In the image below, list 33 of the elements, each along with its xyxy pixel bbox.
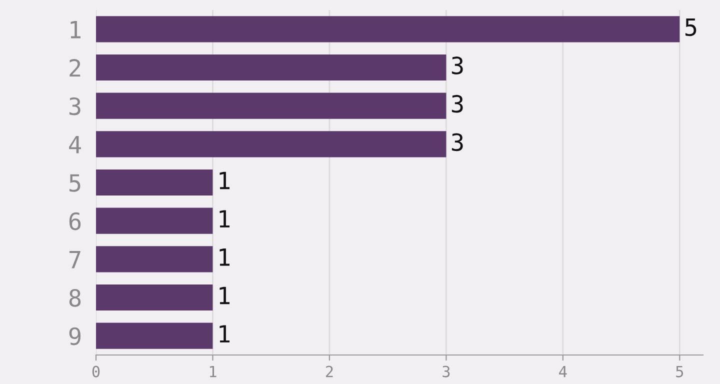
y-tick-label: 2 — [70, 59, 80, 77]
x-tick-label: 0 — [92, 366, 100, 378]
y-tick-label: 1 — [70, 20, 81, 38]
y-tick-label: 6 — [69, 212, 81, 230]
y-tick-label: 7 — [70, 250, 80, 268]
data-label: 1 — [220, 210, 230, 228]
y-tick-label: 3 — [69, 97, 80, 116]
bar — [96, 92, 446, 119]
x-tick-label: 4 — [559, 366, 567, 378]
x-tick-label: 5 — [676, 366, 684, 378]
bar — [96, 208, 213, 234]
bar — [96, 322, 213, 349]
y-tick-label: 5 — [70, 174, 80, 192]
y-tick-label: 8 — [69, 289, 81, 307]
bar — [96, 131, 446, 158]
data-label: 1 — [220, 286, 230, 304]
data-label: 3 — [452, 56, 463, 74]
bar — [96, 284, 213, 311]
data-label: 1 — [220, 325, 230, 342]
y-tick-label: 9 — [69, 327, 81, 346]
data-label: 1 — [220, 172, 230, 190]
bar — [96, 169, 213, 196]
data-label: 5 — [685, 18, 696, 36]
data-label: 3 — [452, 133, 463, 152]
x-tick-label: 3 — [442, 366, 450, 378]
bar — [96, 246, 213, 272]
y-tick-label: 4 — [69, 136, 81, 154]
x-tick-label: 2 — [326, 366, 333, 378]
data-label: 1 — [220, 248, 230, 266]
bar — [96, 16, 680, 42]
data-label: 3 — [452, 94, 463, 113]
x-tick-label: 1 — [210, 366, 216, 378]
bar — [96, 54, 446, 81]
